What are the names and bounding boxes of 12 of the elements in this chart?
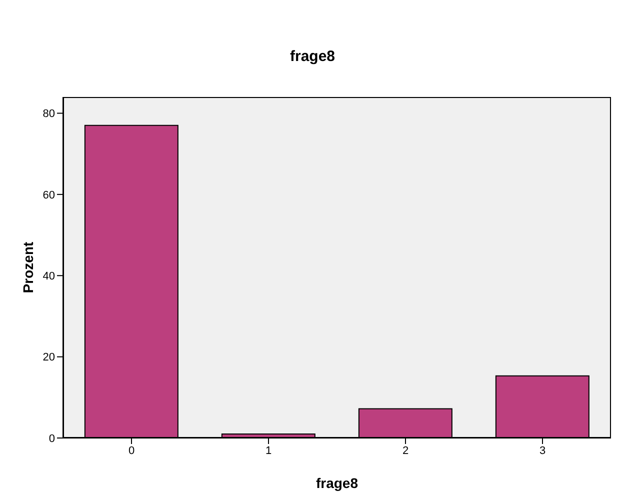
- x-axis-title: frage8: [316, 475, 358, 491]
- x-tick-label: 2: [402, 444, 409, 457]
- y-tick-label: 0: [48, 432, 55, 445]
- x-tick-label: 0: [128, 444, 135, 457]
- y-tick-label: 20: [42, 352, 55, 364]
- x-tick-label: 1: [265, 444, 272, 457]
- y-tick-label: 40: [42, 270, 55, 283]
- x-tick-label: 3: [539, 444, 546, 457]
- y-tick-label: 80: [42, 108, 55, 120]
- y-tick-label: 60: [42, 189, 55, 202]
- chart-title: frage8: [288, 48, 336, 65]
- y-axis-title: Prozent: [20, 241, 36, 294]
